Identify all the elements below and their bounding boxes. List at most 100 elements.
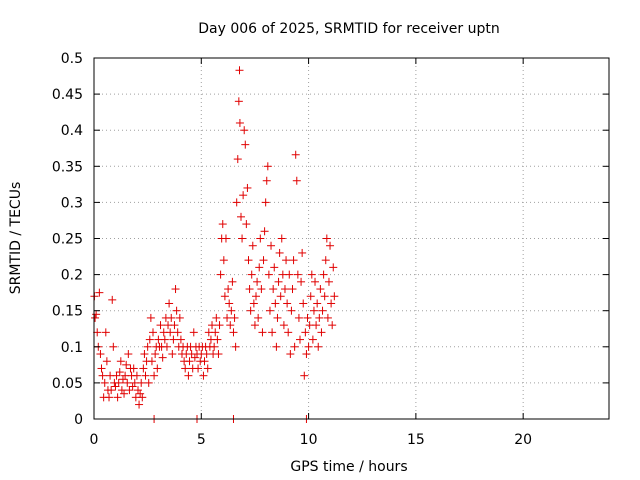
- data-point: [255, 263, 264, 272]
- data-point: [311, 277, 320, 286]
- data-point: [140, 350, 149, 359]
- data-point: [153, 364, 162, 373]
- y-tick-label: 0.45: [52, 87, 83, 103]
- data-point: [166, 328, 175, 337]
- data-point: [246, 306, 255, 315]
- data-point: [158, 353, 167, 362]
- data-point: [254, 313, 263, 322]
- data-point: [298, 248, 307, 257]
- data-point: [324, 277, 333, 286]
- data-point: [91, 313, 100, 322]
- data-point: [226, 321, 235, 330]
- x-axis-label: GPS time / hours: [290, 459, 407, 475]
- data-point: [124, 350, 133, 359]
- data-point: [96, 350, 105, 359]
- data-point: [265, 306, 274, 315]
- data-point: [133, 386, 142, 395]
- data-point: [95, 288, 104, 297]
- data-point: [135, 400, 144, 409]
- data-point: [282, 256, 291, 265]
- data-point: [267, 241, 276, 250]
- data-point: [269, 285, 278, 294]
- data-point: [215, 321, 224, 330]
- data-point: [318, 306, 327, 315]
- y-tick-label: 0.5: [61, 51, 83, 67]
- data-point: [317, 328, 326, 337]
- data-point: [245, 285, 254, 294]
- data-point: [241, 140, 250, 149]
- data-point: [128, 382, 137, 391]
- y-tick-label: 0.3: [61, 195, 83, 211]
- data-point: [236, 212, 245, 221]
- data-point: [203, 364, 212, 373]
- data-point: [98, 371, 107, 380]
- data-point: [171, 285, 180, 294]
- y-tick-label: 0.2: [61, 268, 83, 284]
- data-point: [323, 313, 332, 322]
- data-point: [93, 328, 102, 337]
- x-tick-label: 5: [197, 432, 206, 448]
- data-point: [172, 306, 181, 315]
- data-point: [307, 270, 316, 279]
- data-point: [210, 342, 219, 351]
- data-point: [136, 389, 145, 398]
- data-point: [243, 183, 252, 192]
- data-point: [92, 310, 101, 319]
- data-point: [112, 371, 121, 380]
- data-point: [302, 350, 311, 359]
- data-point: [288, 285, 297, 294]
- data-point: [167, 313, 176, 322]
- x-tick-label: 0: [90, 432, 99, 448]
- data-point: [260, 227, 269, 236]
- data-point: [168, 350, 177, 359]
- data-point: [250, 321, 259, 330]
- y-tick-label: 0.4: [61, 123, 83, 139]
- data-point: [117, 386, 126, 395]
- data-point: [256, 234, 265, 243]
- data-point: [101, 328, 110, 337]
- data-point: [247, 270, 256, 279]
- data-point: [231, 342, 240, 351]
- data-point: [232, 198, 241, 207]
- data-point: [321, 256, 330, 265]
- y-tick-label: 0.1: [61, 340, 83, 356]
- data-point: [165, 299, 174, 308]
- data-point: [274, 277, 283, 286]
- data-point: [173, 328, 182, 337]
- chart-title: Day 006 of 2025, SRMTID for receiver upt…: [198, 21, 500, 37]
- data-point: [297, 277, 306, 286]
- data-point: [249, 299, 258, 308]
- data-point: [162, 342, 171, 351]
- y-tick-labels: 0 0.05 0.1 0.15 0.2 0.25 0.3 0.35 0.4 0.45 0.5: [52, 51, 83, 428]
- data-point: [271, 299, 280, 308]
- x-tick-label: 10: [300, 432, 318, 448]
- data-point: [120, 389, 129, 398]
- data-point: [314, 342, 323, 351]
- data-point: [292, 176, 301, 185]
- data-point: [156, 321, 165, 330]
- data-point: [259, 256, 268, 265]
- data-point: [279, 321, 288, 330]
- data-point: [252, 292, 261, 301]
- data-point: [199, 371, 208, 380]
- data-point: [257, 285, 266, 294]
- y-tick-label: 0: [74, 412, 83, 428]
- data-point: [200, 357, 209, 366]
- data-point: [319, 270, 328, 279]
- data-point: [296, 335, 304, 344]
- data-point: [105, 393, 114, 402]
- data-point: [289, 256, 298, 265]
- data-point: [316, 285, 325, 294]
- data-point: [149, 328, 158, 337]
- data-point: [213, 335, 222, 344]
- data-point: [238, 234, 247, 243]
- axis-ticks: [93, 57, 609, 420]
- data-point: [315, 313, 324, 322]
- data-point: [261, 198, 270, 207]
- data-point: [229, 328, 238, 337]
- data-point: [233, 155, 242, 164]
- data-point: [330, 292, 339, 301]
- data-point: [286, 350, 295, 359]
- y-tick-label: 0.05: [52, 376, 83, 392]
- data-point: [146, 313, 155, 322]
